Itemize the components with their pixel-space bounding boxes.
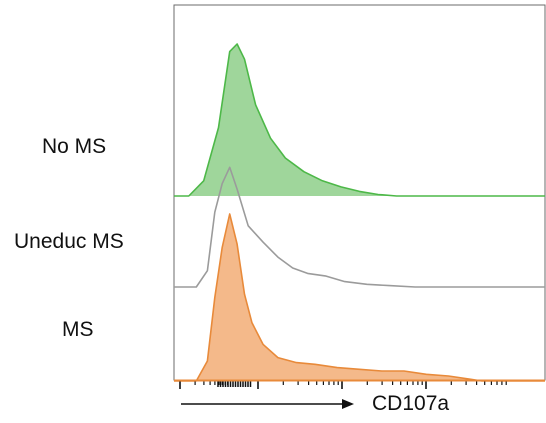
series-ms-area xyxy=(174,214,545,381)
x-axis-label: CD107a xyxy=(372,392,450,415)
series-uneduc-ms xyxy=(174,166,545,288)
series-no-ms-area xyxy=(174,44,545,196)
series-uneduc-ms-line xyxy=(174,166,545,288)
series-no-ms-line xyxy=(174,43,545,197)
series-ms xyxy=(174,213,545,382)
row-label-ms: MS xyxy=(62,318,94,341)
series-layer xyxy=(174,43,545,382)
row-label-no-ms: No MS xyxy=(42,135,107,158)
series-ms-line xyxy=(174,213,545,382)
x-axis-arrow-head xyxy=(342,399,354,409)
x-axis-ticks xyxy=(174,379,545,389)
series-no-ms xyxy=(174,43,545,197)
row-label-uneduc-ms: Uneduc MS xyxy=(14,230,124,253)
